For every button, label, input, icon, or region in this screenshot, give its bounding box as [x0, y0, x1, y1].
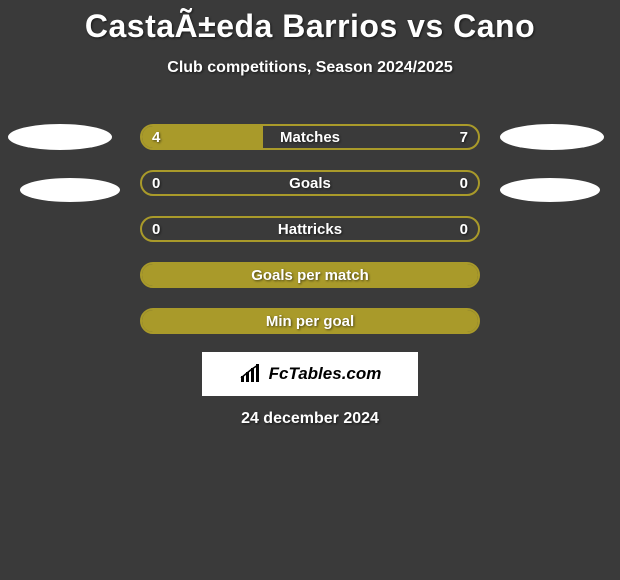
footer-date: 24 december 2024	[0, 410, 620, 428]
player-right-avatar-1	[500, 124, 604, 150]
stat-fill-full	[142, 310, 478, 332]
stat-row-hattricks: 0 Hattricks 0	[140, 216, 480, 242]
stat-row-goals: 0 Goals 0	[140, 170, 480, 196]
stat-label: Goals	[142, 172, 478, 194]
stat-value-right: 7	[460, 126, 468, 148]
bar-chart-icon	[239, 364, 263, 384]
stat-row-goals-per-match: Goals per match	[140, 262, 480, 288]
stat-value-right: 0	[460, 172, 468, 194]
stat-row-matches: 4 Matches 7	[140, 124, 480, 150]
player-left-avatar-1	[8, 124, 112, 150]
stat-row-min-per-goal: Min per goal	[140, 308, 480, 334]
player-right-avatar-2	[500, 178, 600, 202]
player-left-avatar-2	[20, 178, 120, 202]
source-logo-text: FcTables.com	[269, 364, 382, 384]
stat-bars: 4 Matches 7 0 Goals 0 0 Hattricks 0 Goal…	[140, 124, 480, 354]
page-subtitle: Club competitions, Season 2024/2025	[0, 59, 620, 77]
page-title: CastaÃ±eda Barrios vs Cano	[0, 0, 620, 45]
stat-value-right: 0	[460, 218, 468, 240]
source-logo: FcTables.com	[202, 352, 418, 396]
stat-label: Hattricks	[142, 218, 478, 240]
stat-value-left: 4	[152, 126, 160, 148]
comparison-infographic: CastaÃ±eda Barrios vs Cano Club competit…	[0, 0, 620, 580]
stat-value-left: 0	[152, 218, 160, 240]
stat-value-left: 0	[152, 172, 160, 194]
stat-fill-full	[142, 264, 478, 286]
